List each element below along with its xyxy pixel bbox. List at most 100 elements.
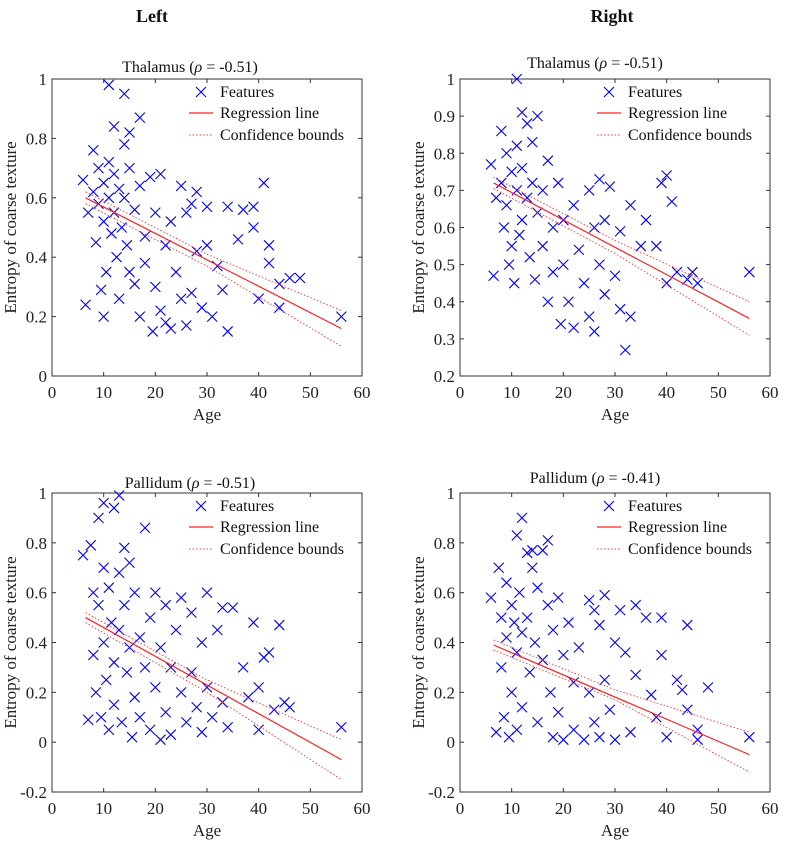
axes-box	[459, 78, 771, 377]
scatter-panel-1: Thalamus (ρ = -0.51) 0 10 20 30 40 50 60 0 0.2 0.4…	[1, 59, 371, 424]
data-point	[180, 716, 192, 728]
data-point	[248, 222, 259, 233]
legend-entry: Regression line	[628, 105, 727, 122]
data-point	[552, 592, 564, 604]
x-tick-label: 60	[354, 383, 371, 402]
legend-features-marker	[195, 500, 207, 512]
data-point	[630, 599, 642, 611]
data-point	[186, 198, 197, 210]
data-point	[635, 240, 647, 252]
title-rho-symbol: ρ	[596, 470, 605, 487]
y-tick-label: 0	[39, 733, 48, 752]
data-point	[588, 716, 600, 728]
title-region: Thalamus (	[527, 55, 599, 72]
data-point	[85, 539, 97, 551]
data-point	[508, 277, 520, 289]
legend-entry: Regression line	[220, 105, 319, 122]
data-point	[227, 602, 239, 614]
data-point	[552, 177, 564, 189]
confidence-bound-upper	[493, 639, 750, 733]
data-point	[98, 177, 110, 189]
data-point	[583, 311, 595, 322]
data-point	[103, 192, 115, 204]
data-point	[170, 624, 182, 636]
legend: Features Regression line Confidence bounds	[189, 84, 344, 144]
data-point	[599, 674, 611, 686]
panel-title: Thalamus (ρ = -0.51)	[527, 55, 663, 72]
data-points	[77, 490, 347, 746]
data-point	[529, 637, 541, 648]
data-point	[118, 192, 130, 204]
data-point	[170, 266, 182, 278]
data-point	[263, 239, 275, 251]
data-point	[134, 112, 146, 123]
panel-title: Pallidum (ρ = -0.41)	[530, 470, 660, 487]
data-point	[134, 180, 146, 192]
data-point	[134, 711, 146, 723]
data-point	[103, 156, 115, 168]
y-tick-label: 0.6	[26, 189, 47, 208]
axes-box	[51, 492, 363, 793]
data-point	[217, 284, 228, 296]
legend: Features Regression line Confidence bounds	[597, 84, 752, 144]
data-point	[93, 512, 104, 524]
confidence-bound-upper	[85, 191, 342, 312]
x-tick-label: 10	[503, 383, 520, 402]
data-point	[521, 612, 533, 623]
x-tick-label: 50	[302, 799, 319, 818]
x-tick-label: 50	[710, 799, 727, 818]
y-axis-label: Entropy of coarse texture	[409, 141, 428, 313]
data-point	[113, 567, 125, 579]
data-point	[263, 647, 275, 658]
data-point	[175, 293, 187, 305]
data-point	[87, 649, 99, 661]
data-point	[248, 201, 259, 213]
data-point	[144, 612, 156, 623]
data-point	[488, 270, 499, 282]
data-point	[180, 207, 192, 219]
legend: Features Regression line Confidence bounds	[597, 498, 752, 558]
data-point	[118, 138, 130, 150]
data-point	[77, 549, 89, 561]
x-tick-label: 10	[503, 799, 520, 818]
data-point	[87, 144, 99, 156]
x-tick-label: 0	[456, 799, 465, 818]
legend-entry: Confidence bounds	[220, 127, 344, 144]
data-point	[555, 318, 567, 330]
data-point	[160, 239, 172, 251]
y-tick-label: 0.2	[26, 308, 47, 327]
data-point	[498, 222, 510, 233]
data-point	[495, 125, 507, 137]
y-tick-label: 0.4	[26, 634, 48, 653]
data-point	[232, 233, 244, 245]
data-point	[604, 181, 616, 193]
legend-features-marker	[603, 86, 615, 98]
data-point	[124, 127, 135, 138]
data-point	[521, 192, 533, 204]
data-point	[521, 547, 533, 559]
data-point	[95, 284, 107, 296]
y-axis-label: Entropy of coarse texture	[1, 141, 20, 313]
data-point	[268, 704, 280, 716]
y-tick-label: -0.2	[20, 783, 47, 802]
data-point	[201, 239, 213, 251]
data-point	[165, 323, 177, 334]
data-point	[599, 589, 611, 601]
data-point	[206, 311, 218, 322]
data-point	[129, 691, 141, 703]
data-point	[165, 729, 177, 741]
data-point	[217, 602, 228, 614]
data-point	[521, 118, 533, 129]
data-points	[485, 512, 755, 746]
data-point	[98, 497, 110, 509]
x-tick-label: 30	[607, 799, 624, 818]
y-tick-label: 0.8	[434, 144, 455, 163]
data-point	[650, 240, 662, 252]
data-point	[124, 162, 135, 174]
data-point	[609, 270, 621, 282]
data-point	[175, 592, 187, 604]
data-point	[186, 667, 197, 678]
data-point	[573, 642, 585, 653]
data-point	[547, 624, 559, 636]
